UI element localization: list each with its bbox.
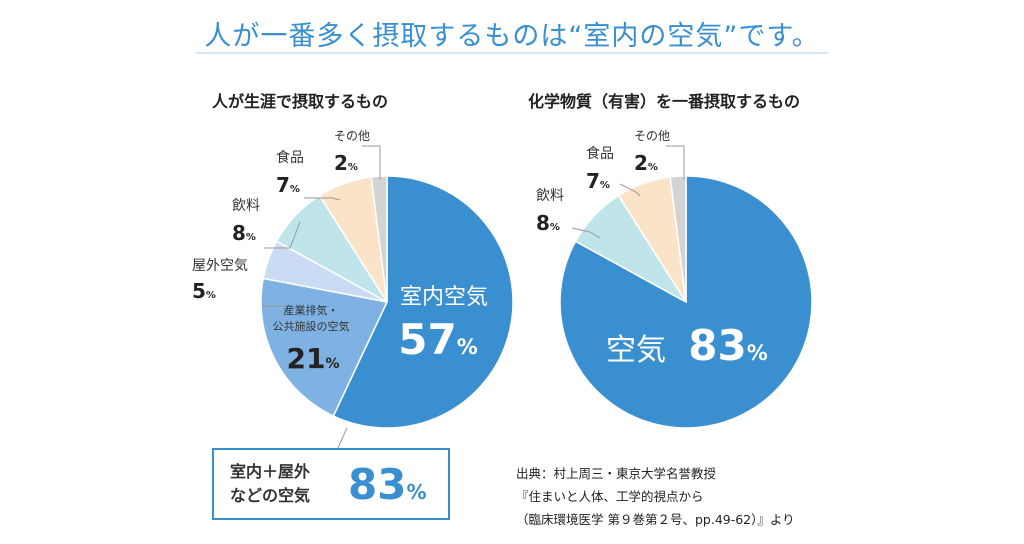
source-citation: 出典：村上周三・東京大学名誉教授 『住まいと人体、工学的視点から （臨床環境医学…	[516, 462, 795, 531]
value-outdoor-air: 5%	[192, 279, 216, 303]
label-indoor-air: 室内空気	[400, 285, 488, 310]
value-food-2: 7%	[586, 169, 610, 193]
label-outdoor-air: 屋外空気	[192, 258, 248, 274]
value-industrial: 21%	[287, 342, 340, 375]
pie-chart-chemicals	[559, 175, 813, 429]
label-industrial-line1: 産業排気・	[284, 303, 339, 317]
chart-1-title: 人が生涯で摂取するもの	[212, 92, 389, 111]
leader-food-1	[304, 197, 341, 201]
label-air: 空気	[606, 333, 666, 368]
value-indoor-air: 57%	[398, 315, 478, 364]
label-industrial-line2: 公共施設の空気	[273, 319, 350, 333]
label-food-2: 食品	[586, 145, 614, 162]
source-line-1: 出典：村上周三・東京大学名誉教授	[516, 466, 717, 481]
label-other-2: その他	[634, 129, 670, 143]
chart-2-title: 化学物質（有害）を一番摂取するもの	[528, 92, 801, 111]
label-beverages-2: 飲料	[536, 188, 564, 204]
label-food-1: 食品	[276, 149, 304, 166]
page-headline: 人が一番多く摂取するものは“室内の空気”です。	[204, 21, 820, 52]
headline-underline	[196, 52, 828, 54]
value-other-2: 2%	[634, 151, 658, 175]
label-beverages-1: 飲料	[232, 198, 260, 214]
label-other-1: その他	[334, 129, 370, 143]
pie2-slice-0	[559, 175, 813, 429]
leader-food-2	[619, 183, 641, 197]
pie1-slice-5	[370, 175, 388, 303]
callout-unit: %	[406, 480, 427, 504]
leader-beverages-2	[571, 227, 601, 239]
leader-other-1	[362, 145, 381, 180]
pie-annotations: 室内空気 57% 産業排気・公共施設の空気 21% 屋外空気 5% 飲料 8% 食品 7% その他 2…	[192, 129, 768, 453]
callout-number: 83	[348, 460, 407, 509]
callout-value: 83%	[348, 460, 427, 517]
total-air-callout: 室内＋屋外 などの空気 83%	[212, 448, 450, 520]
pie1-slice-0	[332, 175, 514, 429]
value-beverages-2: 8%	[536, 211, 560, 235]
source-line-2: 『住まいと人体、工学的視点から	[516, 489, 704, 504]
value-beverages-1: 8%	[232, 221, 256, 245]
callout-label-line1: 室内＋屋外	[230, 462, 311, 481]
value-air: 83%	[688, 321, 768, 370]
callout-label-line2: などの空気	[230, 486, 311, 505]
value-food-1: 7%	[276, 173, 300, 197]
pie1-slice-1	[260, 277, 389, 418]
pie-chart-lifetime	[260, 175, 514, 429]
value-other-1: 2%	[334, 151, 358, 175]
leader-beverages-1	[264, 221, 301, 249]
pie2-slice-3	[669, 175, 687, 303]
source-line-3: （臨床環境医学 第９巻第２号、pp.49-62）』より	[516, 512, 795, 527]
leader-other-2	[666, 145, 685, 180]
